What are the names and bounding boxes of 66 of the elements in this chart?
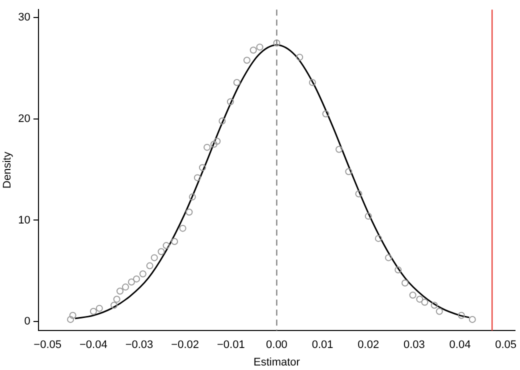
x-tick-label: 0.01 [312,339,334,352]
point [188,193,196,200]
x-tick-label: 0.03 [403,339,425,352]
y-tick-label: 0 [24,316,30,328]
point [402,280,409,287]
point [139,270,146,278]
point [409,292,416,299]
point [308,79,316,86]
x-tick-label: 0.00 [266,339,288,352]
point [364,212,372,220]
point [162,242,170,250]
point [128,278,135,286]
point [214,138,221,145]
point [218,117,226,124]
point [179,224,186,232]
point [250,46,257,54]
point [90,308,97,315]
y-tick-label: 20 [18,112,30,125]
point [150,254,158,262]
point [385,254,392,262]
point [243,56,250,64]
point [133,275,140,282]
point [345,168,352,176]
point [233,79,240,86]
x-tick-label: 0.05 [495,339,517,352]
point [113,296,120,303]
point [198,164,206,172]
point [158,248,165,256]
point [322,110,330,118]
point [110,302,118,309]
point [96,304,103,312]
point [355,190,362,198]
point [374,234,382,242]
point [416,296,424,303]
point [421,298,428,306]
x-tick-label: −0.01 [216,339,245,352]
point [204,144,211,151]
x-tick-label: −0.04 [80,339,108,352]
point [67,316,74,323]
point [194,174,201,182]
point [171,238,178,245]
point [122,284,129,291]
x-tick-label: 0.02 [358,339,380,352]
point [458,312,465,319]
point [146,262,154,270]
y-tick-label: 10 [18,214,30,226]
y-tick-label: 30 [18,12,30,24]
point [436,308,443,315]
point [256,44,264,51]
x-tick-label: −0.03 [125,339,154,352]
point [468,316,476,323]
point [116,288,124,295]
point [210,140,218,148]
point [430,302,438,309]
point [273,40,280,47]
point [336,146,343,153]
y-axis-title: Density [2,151,14,188]
x-axis-title: Estimator [253,356,300,368]
x-tick-label: −0.02 [171,339,199,352]
point [69,312,76,319]
x-tick-label: −0.05 [34,339,62,352]
point [394,266,402,274]
point [226,98,234,106]
x-tick-label: 0.04 [449,339,471,352]
point [186,208,193,216]
point [296,54,304,61]
